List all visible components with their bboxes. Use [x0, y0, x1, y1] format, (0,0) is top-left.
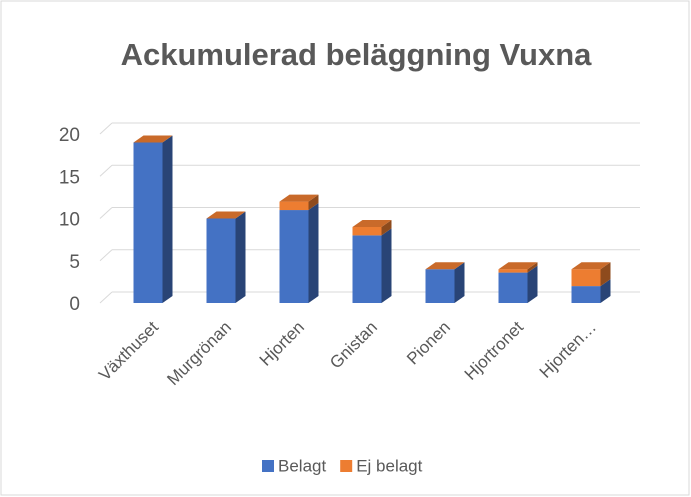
grid-line-side: [99, 164, 113, 177]
legend-label: Ej belagt: [356, 456, 422, 475]
bar-side: [600, 279, 611, 303]
bar-side: [454, 262, 465, 303]
bar: [498, 272, 528, 303]
bar-top: [133, 135, 173, 143]
grid-line-side: [99, 207, 113, 219]
bar: [352, 235, 382, 303]
bar: [133, 142, 163, 303]
bar-side: [162, 135, 173, 303]
legend-label: Belagt: [278, 456, 326, 475]
grid-line-side: [99, 249, 113, 262]
bar-top: [498, 262, 538, 270]
bar-top: [352, 219, 392, 227]
bar-side: [381, 219, 392, 236]
y-tick-label: 0: [69, 294, 80, 315]
bar-side: [308, 203, 319, 303]
bar-side: [600, 262, 611, 287]
bar-top: [279, 194, 319, 202]
bar: [571, 269, 601, 287]
bar-top: [425, 262, 465, 270]
bar: [279, 201, 309, 211]
bar: [206, 218, 236, 303]
bar-top: [571, 262, 611, 270]
y-tick-label: 5: [69, 252, 80, 273]
y-tick-label: 15: [59, 167, 80, 188]
bar-top: [206, 211, 246, 219]
chart-title: Ackumulerad beläggning Vuxna: [121, 37, 593, 72]
bar-side: [235, 211, 246, 303]
legend-swatch: [262, 460, 274, 472]
legend-swatch: [340, 460, 353, 472]
y-tick-label: 10: [59, 210, 80, 231]
bar: [425, 269, 455, 303]
y-tick-label: 20: [59, 125, 80, 146]
bar: [352, 226, 382, 236]
grid-line-side: [99, 291, 113, 304]
bar-side: [527, 265, 538, 303]
grid-line-side: [99, 122, 113, 135]
bar: [279, 210, 309, 303]
bar-side: [381, 228, 392, 303]
bar: [571, 286, 601, 303]
bar-side: [308, 194, 319, 211]
bar-side: [527, 262, 538, 273]
bar: [498, 269, 528, 273]
